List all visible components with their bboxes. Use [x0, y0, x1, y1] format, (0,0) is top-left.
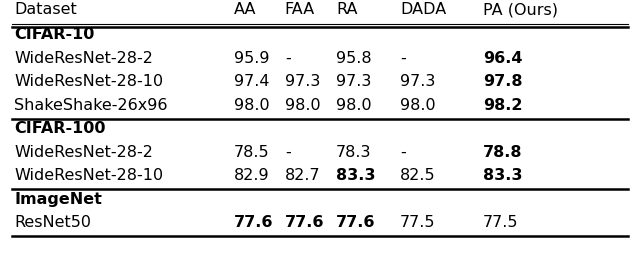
Text: ShakeShake-26x96: ShakeShake-26x96: [14, 98, 168, 113]
Text: 77.6: 77.6: [285, 215, 324, 230]
Text: CIFAR-10: CIFAR-10: [14, 27, 95, 42]
Text: CIFAR-100: CIFAR-100: [14, 121, 106, 136]
Text: ImageNet: ImageNet: [14, 192, 102, 207]
Text: 77.5: 77.5: [400, 215, 435, 230]
Text: 82.5: 82.5: [400, 168, 436, 183]
Text: 77.6: 77.6: [336, 215, 376, 230]
Text: DADA: DADA: [400, 2, 446, 17]
Text: 98.0: 98.0: [285, 98, 321, 113]
Text: -: -: [285, 145, 291, 160]
Text: FAA: FAA: [285, 2, 315, 17]
Text: RA: RA: [336, 2, 358, 17]
Text: 78.3: 78.3: [336, 145, 371, 160]
Text: 97.4: 97.4: [234, 74, 269, 89]
Text: ResNet50: ResNet50: [14, 215, 91, 230]
Text: WideResNet-28-2: WideResNet-28-2: [14, 51, 153, 66]
Text: 98.2: 98.2: [483, 98, 523, 113]
Text: 98.0: 98.0: [336, 98, 372, 113]
Text: 95.9: 95.9: [234, 51, 269, 66]
Text: 98.0: 98.0: [234, 98, 269, 113]
Text: AA: AA: [234, 2, 256, 17]
Text: 83.3: 83.3: [336, 168, 376, 183]
Text: WideResNet-28-2: WideResNet-28-2: [14, 145, 153, 160]
Text: -: -: [400, 145, 406, 160]
Text: PA (Ours): PA (Ours): [483, 2, 558, 17]
Text: 77.6: 77.6: [234, 215, 273, 230]
Text: WideResNet-28-10: WideResNet-28-10: [14, 74, 163, 89]
Text: Dataset: Dataset: [14, 2, 77, 17]
Text: -: -: [400, 51, 406, 66]
Text: 82.9: 82.9: [234, 168, 269, 183]
Text: 78.5: 78.5: [234, 145, 269, 160]
Text: 97.3: 97.3: [336, 74, 371, 89]
Text: 78.8: 78.8: [483, 145, 523, 160]
Text: 97.3: 97.3: [285, 74, 320, 89]
Text: 82.7: 82.7: [285, 168, 321, 183]
Text: 97.8: 97.8: [483, 74, 523, 89]
Text: 77.5: 77.5: [483, 215, 518, 230]
Text: -: -: [285, 51, 291, 66]
Text: 96.4: 96.4: [483, 51, 523, 66]
Text: 83.3: 83.3: [483, 168, 523, 183]
Text: 97.3: 97.3: [400, 74, 435, 89]
Text: 95.8: 95.8: [336, 51, 372, 66]
Text: WideResNet-28-10: WideResNet-28-10: [14, 168, 163, 183]
Text: 98.0: 98.0: [400, 98, 436, 113]
